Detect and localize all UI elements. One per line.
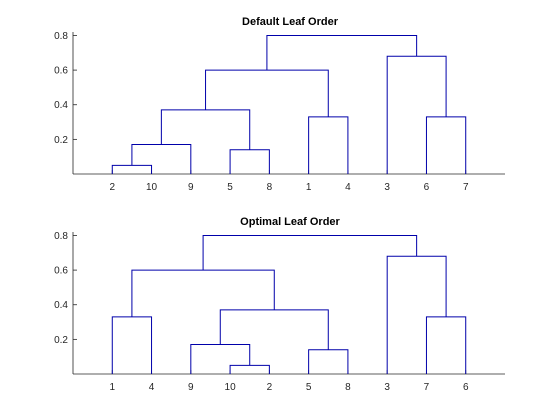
dendrogram-link — [386, 255, 447, 374]
leaf-label: 1 — [109, 382, 115, 393]
leaf-label: 2 — [267, 382, 273, 393]
chart-title: Optimal Leaf Order — [240, 216, 340, 228]
leaf-label: 6 — [424, 182, 430, 193]
dendrogram-link — [190, 344, 251, 374]
leaf-label: 4 — [149, 382, 155, 393]
dendrogram-link — [160, 109, 251, 150]
leaf-label: 2 — [109, 182, 115, 193]
y-tick-label: 0.6 — [54, 266, 68, 277]
dendrogram-link — [111, 164, 153, 174]
dendrogram-link — [308, 116, 349, 174]
dendrogram-link — [229, 364, 270, 374]
dendrogram-panel-default: Default Leaf Order 0.2 0.4 0.6 0.8 2 10 9 5 8 1 4 3… — [54, 16, 505, 193]
leaf-label: 9 — [188, 182, 194, 193]
leaf-label: 10 — [225, 382, 237, 393]
y-tick-label: 0.2 — [54, 335, 68, 346]
dendrogram-link — [266, 34, 418, 71]
leaf-label: 3 — [384, 182, 390, 193]
y-tick-label: 0.8 — [54, 231, 68, 242]
dendrogram-link — [386, 55, 447, 174]
dendrogram-link — [229, 149, 270, 174]
leaf-label: 6 — [463, 382, 469, 393]
leaf-label: 5 — [227, 182, 233, 193]
dendrogram-link — [111, 316, 153, 374]
leaf-label: 7 — [463, 182, 469, 193]
axes: 0.2 0.4 0.6 0.8 1 4 9 10 2 5 8 3 7 6 — [54, 231, 505, 393]
axes: 0.2 0.4 0.6 0.8 2 10 9 5 8 1 4 3 6 7 — [54, 31, 505, 193]
y-tick-label: 0.8 — [54, 31, 68, 42]
dendrogram-link — [131, 144, 192, 174]
leaf-label: 7 — [424, 382, 430, 393]
dendrogram-link — [425, 116, 467, 174]
leaf-label: 8 — [267, 182, 273, 193]
y-tick-label: 0.4 — [54, 300, 68, 311]
dendrogram-links — [111, 34, 467, 174]
leaf-label: 3 — [384, 382, 390, 393]
y-tick-label: 0.4 — [54, 100, 68, 111]
dendrogram-link — [219, 309, 329, 350]
dendrogram-links — [111, 234, 467, 374]
dendrogram-panel-optimal: Optimal Leaf Order 0.2 0.4 0.6 0.8 1 4 9 10 2 5 8 3… — [54, 216, 505, 393]
dendrogram-link — [202, 234, 418, 271]
leaf-label: 9 — [188, 382, 194, 393]
dendrogram-link — [205, 69, 329, 117]
dendrogram-link — [425, 316, 467, 374]
leaf-label: 5 — [306, 382, 312, 393]
leaf-label: 10 — [146, 182, 158, 193]
y-tick-label: 0.6 — [54, 66, 68, 77]
y-tick-label: 0.2 — [54, 135, 68, 146]
dendrogram-link — [308, 349, 349, 374]
leaf-label: 4 — [345, 182, 351, 193]
leaf-label: 8 — [345, 382, 351, 393]
chart-title: Default Leaf Order — [242, 16, 339, 28]
leaf-label: 1 — [306, 182, 312, 193]
dendrogram-link — [131, 269, 275, 317]
